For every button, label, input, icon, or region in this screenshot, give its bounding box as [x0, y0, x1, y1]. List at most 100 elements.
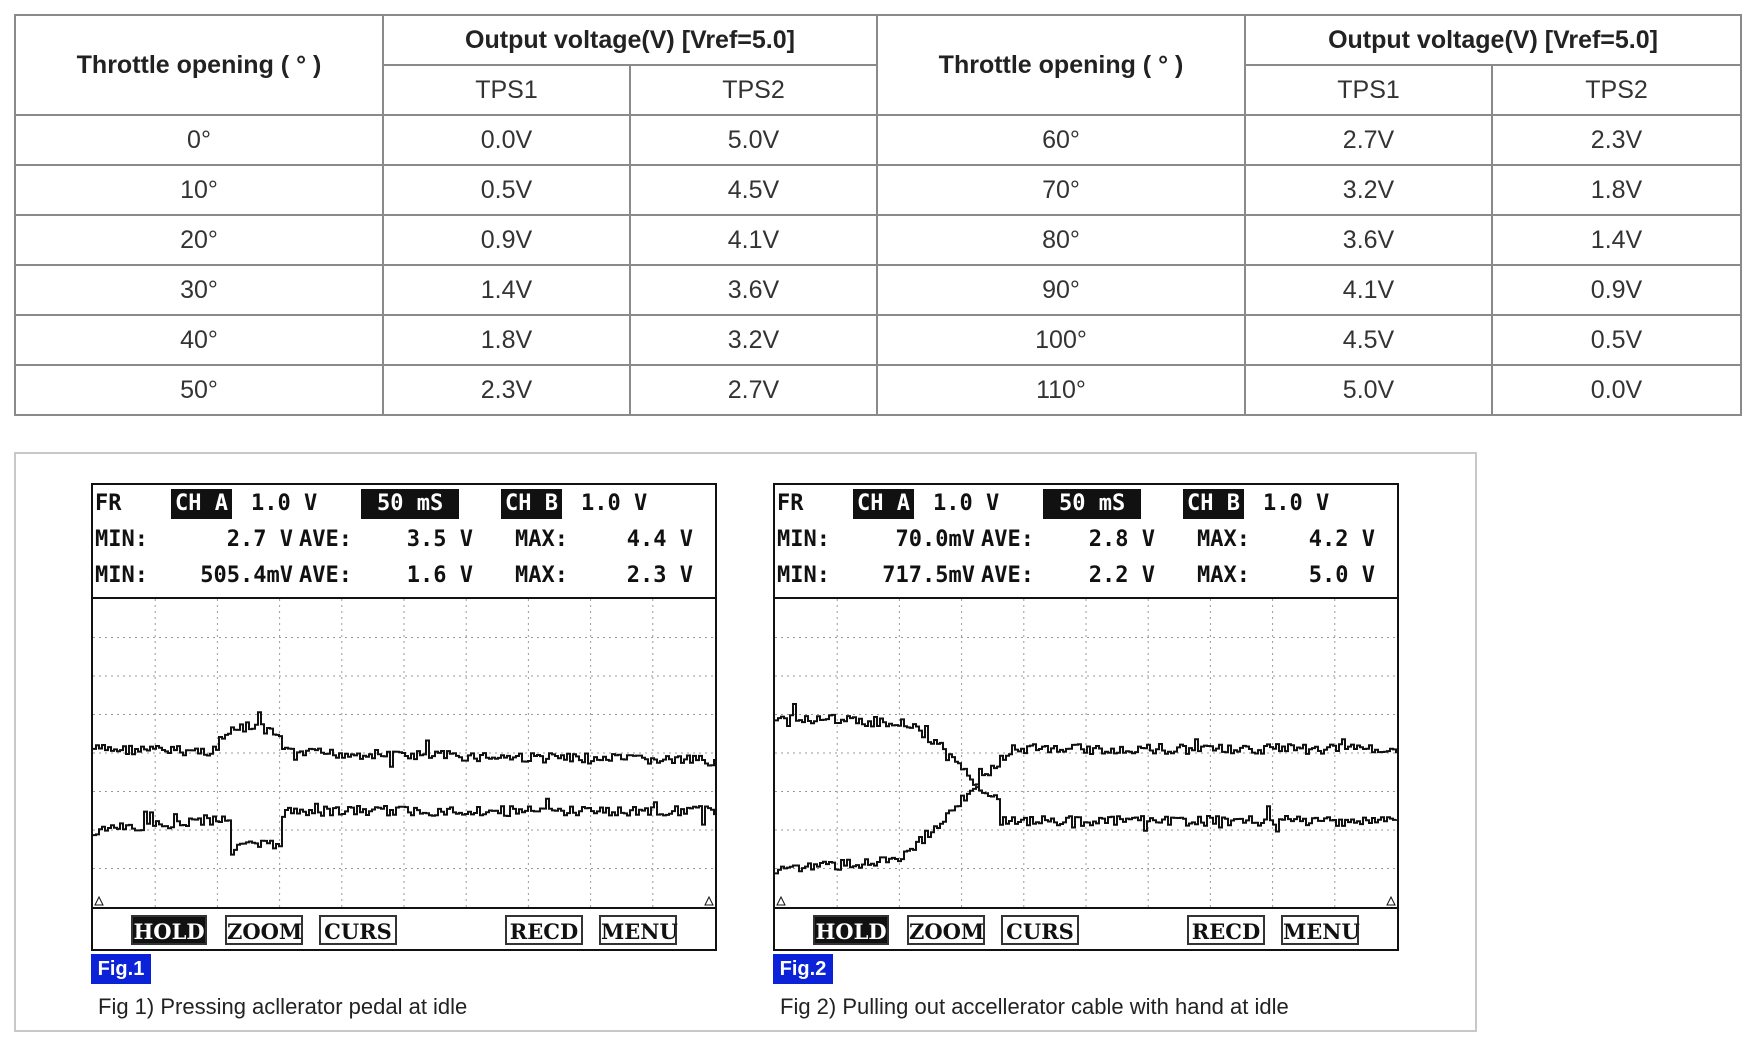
chb-scale: 1.0 V — [581, 491, 648, 516]
ave-value: 2.2 V — [1088, 563, 1155, 588]
max-label: MAX: — [1197, 527, 1250, 552]
chb-label[interactable]: CH B — [1183, 489, 1244, 519]
min-value: 70.0mV — [895, 527, 975, 552]
trigger-marker-right-icon — [1386, 895, 1396, 906]
oscilloscope-fig2: FR CH A 1.0 V 50 mS CH B 1.0 V MIN: 70.0… — [773, 483, 1399, 951]
cell-tps2: 2.7V — [628, 364, 879, 416]
cell-tps2: 5.0V — [628, 114, 879, 166]
min-label: MIN: — [777, 563, 830, 588]
ave-label: AVE: — [299, 563, 352, 588]
scope-header-row-channels: FR CH A 1.0 V 50 mS CH B 1.0 V — [775, 489, 1329, 523]
curs-button[interactable]: CURS — [1001, 915, 1079, 945]
scope-header-row-chb-stats: MIN: 505.4mV AVE: 1.6 V MAX: 2.3 V — [93, 561, 693, 595]
cha-label[interactable]: CH A — [853, 489, 914, 519]
table-row: 10° 0.5V 4.5V 70° 3.2V 1.8V — [14, 164, 1743, 216]
cha-label[interactable]: CH A — [171, 489, 232, 519]
cell-angle: 70° — [876, 164, 1247, 216]
menu-button[interactable]: MENU — [599, 915, 678, 945]
zoom-button[interactable]: ZOOM — [907, 915, 985, 945]
fig1-tag: Fig.1 — [91, 954, 151, 984]
timebase[interactable]: 50 mS — [1043, 489, 1142, 519]
ave-label: AVE: — [299, 527, 352, 552]
scope-softkeys: HOLD ZOOM CURS RECD MENU — [93, 907, 715, 949]
cha-scale: 1.0 V — [933, 491, 1000, 516]
cell-tps2: 4.5V — [628, 164, 879, 216]
header-tps2-left: TPS2 — [628, 64, 879, 116]
chb-scale: 1.0 V — [1263, 491, 1330, 516]
waveform-plot — [775, 599, 1397, 907]
timebase[interactable]: 50 mS — [361, 489, 460, 519]
cell-tps2: 1.8V — [1491, 164, 1743, 216]
header-output-voltage-right: Output voltage(V) [Vref=5.0] — [1244, 14, 1743, 66]
max-value: 4.2 V — [1308, 527, 1375, 552]
scope-header-row-channels: FR CH A 1.0 V 50 mS CH B 1.0 V — [93, 489, 647, 523]
hold-button[interactable]: HOLD — [813, 915, 889, 945]
trigger-marker-left-icon — [776, 895, 786, 906]
chb-trace — [93, 797, 715, 856]
cell-tps2: 4.1V — [628, 214, 879, 266]
header-tps1-right: TPS1 — [1244, 64, 1494, 116]
header-output-voltage-left: Output voltage(V) [Vref=5.0] — [381, 14, 879, 66]
cell-tps1: 4.5V — [1244, 314, 1494, 366]
cell-tps1: 0.0V — [382, 114, 631, 166]
cell-angle: 100° — [876, 314, 1247, 366]
curs-button[interactable]: CURS — [319, 915, 397, 945]
max-value: 5.0 V — [1308, 563, 1375, 588]
ave-value: 2.8 V — [1088, 527, 1155, 552]
oscilloscope-fig1: FR CH A 1.0 V 50 mS CH B 1.0 V MIN: 2.7 … — [91, 483, 717, 951]
min-value: 2.7 V — [226, 527, 293, 552]
recd-button[interactable]: RECD — [505, 915, 583, 945]
cell-angle: 30° — [14, 264, 384, 316]
cell-tps2: 0.9V — [1491, 264, 1743, 316]
cha-scale: 1.0 V — [251, 491, 318, 516]
cell-tps1: 5.0V — [1244, 364, 1494, 416]
hold-button[interactable]: HOLD — [131, 915, 207, 945]
min-label: MIN: — [777, 527, 830, 552]
cell-tps1: 4.1V — [1244, 264, 1494, 316]
min-value: 505.4mV — [200, 563, 293, 588]
scope-grid — [775, 599, 1397, 907]
cell-tps1: 0.5V — [382, 164, 631, 216]
cell-angle: 90° — [876, 264, 1247, 316]
cell-tps1: 1.8V — [382, 314, 631, 366]
fr-label: FR — [95, 491, 122, 516]
figures-panel: FR CH A 1.0 V 50 mS CH B 1.0 V MIN: 2.7 … — [14, 452, 1477, 1032]
table-row: 50° 2.3V 2.7V 110° 5.0V 0.0V — [14, 364, 1743, 416]
scope-header-row-cha-stats: MIN: 70.0mV AVE: 2.8 V MAX: 4.2 V — [775, 525, 1375, 559]
ave-value: 1.6 V — [406, 563, 473, 588]
recd-button[interactable]: RECD — [1187, 915, 1265, 945]
cell-angle: 60° — [876, 114, 1247, 166]
min-label: MIN: — [95, 563, 148, 588]
cha-trace — [775, 703, 1397, 833]
cell-angle: 10° — [14, 164, 384, 216]
ave-label: AVE: — [981, 527, 1034, 552]
trigger-marker-left-icon — [94, 895, 104, 906]
trigger-marker-right-icon — [704, 895, 714, 906]
chb-label[interactable]: CH B — [501, 489, 562, 519]
cell-angle: 20° — [14, 214, 384, 266]
scope-softkeys: HOLD ZOOM CURS RECD MENU — [775, 907, 1397, 949]
zoom-button[interactable]: ZOOM — [225, 915, 303, 945]
menu-button[interactable]: MENU — [1281, 915, 1360, 945]
cell-tps2: 2.3V — [1491, 114, 1743, 166]
cell-tps1: 2.3V — [382, 364, 631, 416]
scope-grid — [93, 599, 715, 907]
ave-value: 3.5 V — [406, 527, 473, 552]
min-value: 717.5mV — [882, 563, 975, 588]
scope-header: FR CH A 1.0 V 50 mS CH B 1.0 V MIN: 70.0… — [775, 485, 1397, 599]
cell-angle: 0° — [14, 114, 384, 166]
table-row: 40° 1.8V 3.2V 100° 4.5V 0.5V — [14, 314, 1743, 366]
header-tps2-right: TPS2 — [1491, 64, 1743, 116]
tps-output-voltage-table: Throttle opening ( ° ) Output voltage(V)… — [14, 14, 1743, 416]
cell-tps2: 3.6V — [628, 264, 879, 316]
max-value: 4.4 V — [626, 527, 693, 552]
cell-tps1: 0.9V — [382, 214, 631, 266]
cell-tps1: 1.4V — [382, 264, 631, 316]
scope-header-row-cha-stats: MIN: 2.7 V AVE: 3.5 V MAX: 4.4 V — [93, 525, 693, 559]
scope-header-row-chb-stats: MIN: 717.5mV AVE: 2.2 V MAX: 5.0 V — [775, 561, 1375, 595]
fig2-tag: Fig.2 — [773, 954, 833, 984]
max-value: 2.3 V — [626, 563, 693, 588]
table-row: 20° 0.9V 4.1V 80° 3.6V 1.4V — [14, 214, 1743, 266]
scope-header: FR CH A 1.0 V 50 mS CH B 1.0 V MIN: 2.7 … — [93, 485, 715, 599]
cell-angle: 50° — [14, 364, 384, 416]
